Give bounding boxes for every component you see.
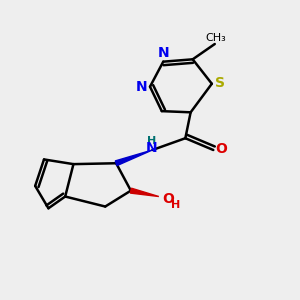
Polygon shape <box>130 188 159 196</box>
Text: CH₃: CH₃ <box>205 32 226 43</box>
Text: N: N <box>146 141 158 155</box>
Text: O: O <box>215 142 227 156</box>
Text: H: H <box>147 136 156 146</box>
Text: N: N <box>158 46 169 60</box>
Text: O: O <box>162 192 174 206</box>
Polygon shape <box>115 150 152 166</box>
Text: N: N <box>135 80 147 94</box>
Text: S: S <box>215 76 225 90</box>
Text: H: H <box>171 200 181 210</box>
